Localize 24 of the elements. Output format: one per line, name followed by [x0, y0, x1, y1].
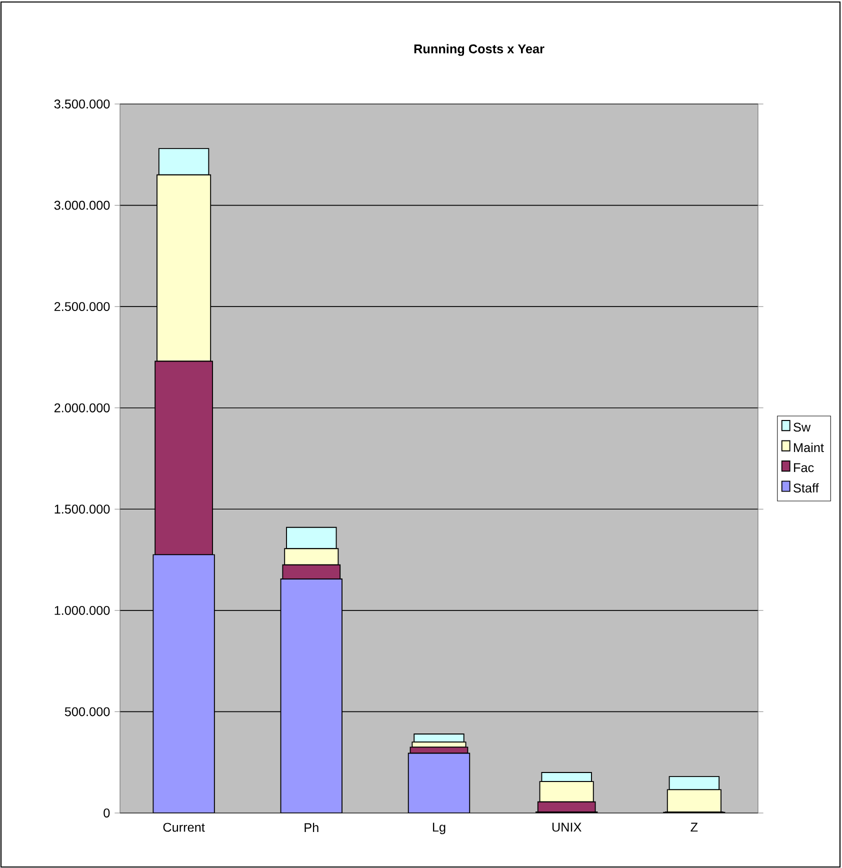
x-tick-label: Current	[163, 822, 205, 832]
y-tick-label: 2.500.000	[54, 302, 110, 312]
x-tick-label: Ph	[304, 822, 318, 832]
x-tick-label: Z	[690, 822, 698, 832]
bar	[539, 781, 594, 802]
legend-label: Fac	[794, 463, 814, 472]
y-tick-label: 1.500.000	[54, 504, 110, 514]
y-tick-label: 0	[104, 808, 110, 818]
y-tick-label: 3.000.000	[54, 200, 110, 210]
x-tick-label: Lg	[432, 822, 446, 834]
y-tick-label: 3.500.000	[54, 100, 110, 108]
y-tick-label: 1.000.000	[54, 606, 110, 615]
x-tick-label: UNIX	[552, 822, 582, 832]
bar	[284, 548, 339, 566]
legend-label: Maint	[794, 442, 824, 452]
y-tick-label: 500.000	[64, 707, 110, 716]
y-tick-label: 2.000.000	[54, 403, 110, 412]
legend-label: Staff	[794, 483, 819, 493]
bar	[666, 789, 722, 812]
chart-title: Running Costs x Year	[414, 44, 544, 56]
bar	[286, 526, 337, 550]
bar	[156, 174, 212, 362]
legend-label: Sw	[794, 422, 811, 432]
bar	[541, 772, 592, 782]
